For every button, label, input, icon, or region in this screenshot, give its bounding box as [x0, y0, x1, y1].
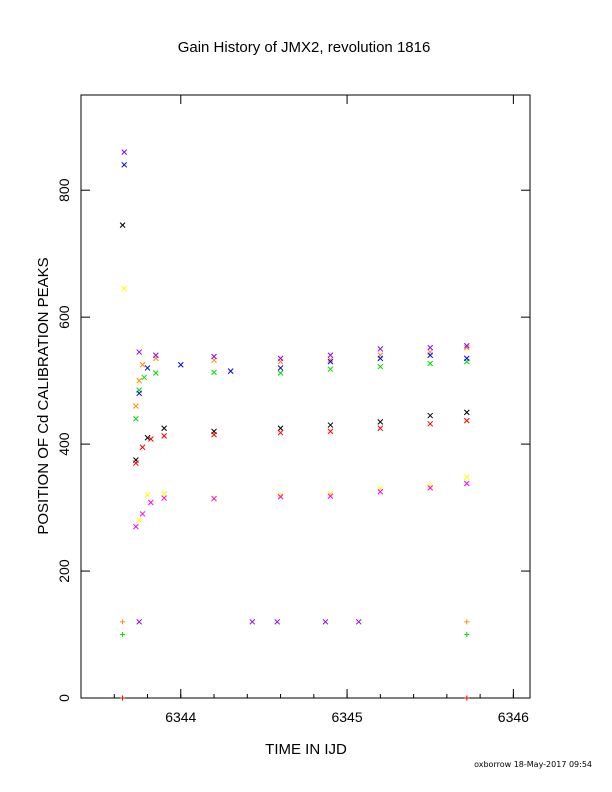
data-point: [377, 363, 384, 370]
data-point: [427, 412, 434, 419]
data-point: [121, 149, 128, 155]
data-point: [277, 370, 284, 376]
data-point: [427, 360, 434, 367]
data-point: [144, 365, 151, 371]
x-axis: 6344 6345 6346: [80, 95, 529, 725]
data-point: [377, 425, 384, 432]
data-point: [427, 482, 434, 489]
data-point: [152, 352, 159, 359]
y-tick-label: 600: [56, 305, 72, 329]
data-point: [133, 460, 139, 467]
data-point: [377, 488, 384, 495]
data-point: [249, 618, 256, 625]
data-point: [274, 618, 281, 625]
data-point: [161, 433, 168, 439]
data-point: [136, 349, 143, 355]
chart-title: Gain History of JMX2, revolution 1816: [178, 39, 431, 56]
data-point: [463, 417, 470, 424]
data-point: [161, 425, 168, 432]
data-point: [277, 493, 284, 500]
data-point: [463, 355, 470, 362]
data-point: [144, 434, 151, 441]
data-point: [136, 618, 143, 625]
data-point: [277, 492, 284, 498]
credit-text: oxborrow 18-May-2017 09:54: [474, 760, 592, 769]
data-point: [277, 365, 284, 371]
data-point: [463, 409, 470, 416]
data-point: [211, 369, 217, 376]
y-tick-label: 400: [56, 432, 72, 456]
data-point: [144, 492, 151, 498]
data-point: [327, 493, 334, 500]
x-axis-label: TIME IN IJD: [265, 741, 347, 758]
data-point: [161, 495, 168, 501]
data-point: [327, 358, 334, 365]
data-point: [120, 632, 126, 638]
data-point: [177, 361, 184, 368]
data-point: [133, 523, 139, 530]
data-point: [147, 436, 154, 442]
data-point: [463, 342, 470, 349]
x-tick-label: 6346: [498, 709, 529, 725]
data-point: [120, 619, 126, 625]
y-axis-label: POSITION OF Cd CALIBRATION PEAKS: [35, 257, 52, 534]
data-point: [277, 429, 284, 436]
data-point: [133, 403, 139, 409]
data-point: [427, 344, 434, 351]
data-point: [327, 366, 334, 373]
data-point: [464, 619, 470, 625]
y-tick-label: 0: [56, 694, 72, 702]
data-point: [327, 422, 334, 428]
y-tick-label: 200: [56, 559, 72, 583]
plot-frame: [80, 94, 531, 699]
data-point: [120, 695, 126, 701]
data-point: [427, 420, 434, 427]
data-point: [161, 490, 168, 497]
data-point: [119, 222, 126, 228]
x-tick-label: 6344: [165, 709, 196, 725]
data-point: [463, 480, 470, 487]
data-point: [377, 355, 384, 362]
data-point: [463, 474, 470, 480]
data-point: [427, 352, 434, 359]
data-point: [211, 495, 217, 502]
data-point: [121, 161, 128, 168]
data-point: [211, 431, 217, 438]
data-point: [121, 285, 128, 292]
data-point: [139, 511, 146, 517]
data-point: [152, 370, 159, 376]
data-point: [136, 517, 143, 524]
data-point: [133, 415, 139, 422]
data-point: [277, 425, 284, 432]
data-point: [377, 419, 384, 425]
y-tick-label: 800: [56, 178, 72, 202]
data-points: [119, 149, 470, 701]
data-point: [355, 618, 362, 625]
data-point: [277, 355, 284, 362]
data-point: [136, 377, 143, 384]
data-point: [427, 485, 434, 491]
data-point: [322, 618, 329, 625]
data-point: [141, 374, 148, 381]
data-point: [327, 356, 334, 363]
data-point: [136, 390, 143, 397]
data-point: [227, 368, 234, 374]
data-point: [463, 344, 470, 351]
data-point: [377, 346, 384, 352]
data-point: [139, 444, 146, 451]
data-point: [147, 499, 154, 506]
data-point: [139, 361, 146, 368]
data-point: [327, 352, 334, 359]
data-point: [211, 353, 217, 360]
data-point: [464, 632, 470, 638]
data-point: [327, 428, 334, 435]
x-tick-label: 6345: [331, 709, 362, 725]
data-point: [327, 490, 334, 497]
data-point: [464, 695, 470, 701]
y-axis: 0 200 400 600 800: [56, 178, 530, 702]
